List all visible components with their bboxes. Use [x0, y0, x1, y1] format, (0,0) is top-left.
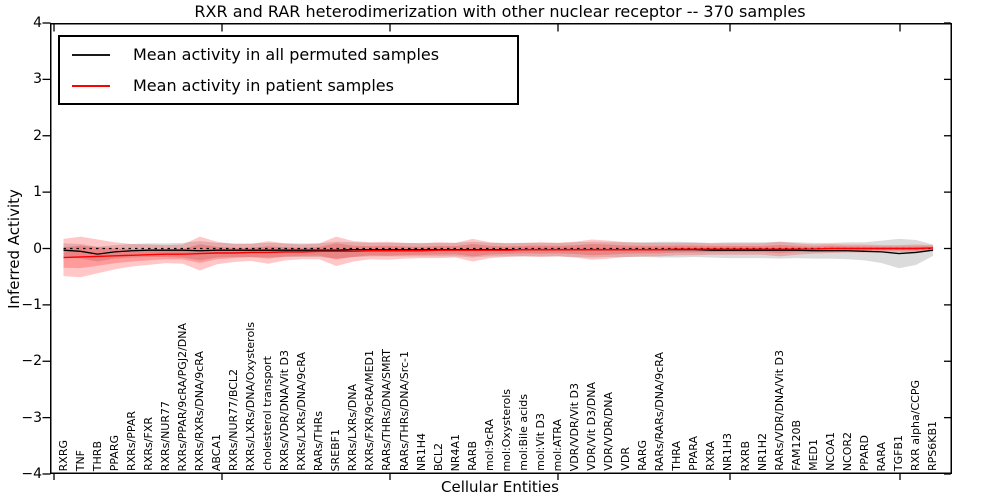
x-tick-label: RXRs/RXRs/DNA/9cRA	[192, 350, 206, 471]
x-tick-label: mol:Oxysterols	[499, 388, 513, 472]
x-tick-label: RARs/THRs	[312, 410, 326, 471]
x-tick-label: VDR/VDR/Vit D3	[568, 382, 581, 471]
x-tick-label: THRB	[90, 440, 104, 471]
x-tick-label: RXRs/LXRs/DNA/Oxysterols	[244, 321, 258, 471]
x-tick-label: PPARD	[857, 434, 871, 471]
x-tick-label: RXR alpha/CCPG	[909, 379, 922, 471]
legend-label-patient: Mean activity in patient samples	[133, 76, 394, 95]
x-tick-label: TNF	[73, 449, 87, 471]
x-tick-label: RARA	[874, 441, 888, 471]
x-tick-label: mol:Bile acids	[516, 394, 530, 471]
x-tick-label: RXRB	[738, 440, 752, 471]
x-tick-label: SREBF1	[329, 428, 343, 471]
x-tick-label: RXRs/NUR77/BCL2	[227, 368, 240, 471]
x-tick-label: RARs/THRs/DNA/Src-1	[397, 350, 411, 471]
legend-line-patient-icon	[72, 84, 110, 87]
y-tick-label: −4	[21, 466, 42, 482]
x-tick-label: RARs/THRs/DNA/SMRT	[380, 349, 394, 471]
x-tick-label: BCL2	[431, 442, 445, 471]
x-tick-label: RPS6KB1	[926, 420, 940, 471]
x-tick-label: RXRs/VDR/DNA/Vit D3	[278, 349, 292, 471]
x-tick-label: PPARA	[687, 436, 701, 471]
x-tick-label: VDR/Vit D3/DNA	[585, 382, 599, 471]
x-tick-label: RXRs/FXR/9cRA/MED1	[363, 350, 377, 471]
x-tick-label: NR1H2	[755, 432, 769, 471]
x-tick-label: VDR	[619, 447, 633, 471]
x-tick-label: NR1H3	[721, 432, 735, 471]
x-tick-label: PPARG	[107, 434, 121, 471]
patient-mean-line	[63, 247, 934, 259]
x-tick-label: RXRs/LXRs/DNA	[346, 383, 360, 471]
legend-label-permuted: Mean activity in all permuted samples	[133, 45, 440, 64]
legend: Mean activity in all permuted samples Me…	[58, 35, 519, 105]
x-tick-label: RXRA	[704, 441, 718, 471]
x-tick-label: mol:ATRA	[550, 418, 564, 471]
x-tick-label: RARs/RARs/DNA/9cRA	[653, 351, 667, 471]
x-tick-label: RXRs/PPAR	[124, 411, 138, 471]
plot-area	[42, 22, 952, 480]
x-tick-label: NCOR2	[840, 431, 854, 471]
y-tick-label: −1	[21, 296, 42, 313]
x-tick-label: RARG	[636, 440, 650, 471]
x-tick-label: RARs/VDR/DNA/Vit D3	[772, 350, 786, 471]
x-tick-label: NCOA1	[823, 432, 837, 471]
y-tick-label: 3	[33, 71, 42, 88]
legend-item-permuted: Mean activity in all permuted samples	[60, 42, 517, 68]
x-tick-label: VDR/VDR/DNA	[602, 392, 616, 471]
y-tick-label: 2	[33, 127, 42, 144]
x-tick-label: RXRs/NUR77	[158, 400, 172, 471]
x-tick-label: RXRG	[56, 439, 70, 471]
patient-std-band-outer	[63, 236, 934, 278]
y-tick-label: −2	[21, 353, 42, 370]
y-tick-label: −3	[21, 409, 42, 426]
x-tick-label: MED1	[806, 439, 820, 471]
plot-frame	[50, 23, 952, 474]
x-tick-label: RXRs/LXRs/DNA/9cRA	[295, 352, 309, 471]
y-tick-label: 1	[33, 184, 42, 201]
chart-title: RXR and RAR heterodimerization with othe…	[194, 2, 806, 21]
x-tick-label: mol:Vit D3	[533, 413, 547, 471]
legend-line-permuted-icon	[72, 53, 110, 56]
x-tick-label: NR1H4	[414, 432, 428, 471]
legend-item-patient: Mean activity in patient samples	[60, 73, 517, 99]
x-tick-label: NR4A1	[448, 433, 462, 471]
x-tick-label: RARB	[465, 441, 479, 471]
x-tick-label: cholesterol transport	[261, 356, 275, 471]
x-tick-label: ABCA1	[209, 433, 223, 471]
y-tick-label: 4	[33, 15, 42, 31]
x-tick-label: TGFB1	[891, 434, 905, 471]
x-tick-label: THRA	[670, 441, 684, 471]
x-axis-label: Cellular Entities	[441, 478, 559, 496]
x-tick-label: mol:9cRA	[482, 419, 496, 471]
permuted-std-band	[63, 238, 934, 269]
y-tick-label: 0	[33, 240, 42, 257]
x-tick-label: FAM120B	[789, 420, 803, 471]
x-tick-label: RXRs/PPAR/9cRA/PGJ2/DNA	[175, 322, 189, 472]
x-tick-label: RXRs/FXR	[141, 417, 155, 471]
